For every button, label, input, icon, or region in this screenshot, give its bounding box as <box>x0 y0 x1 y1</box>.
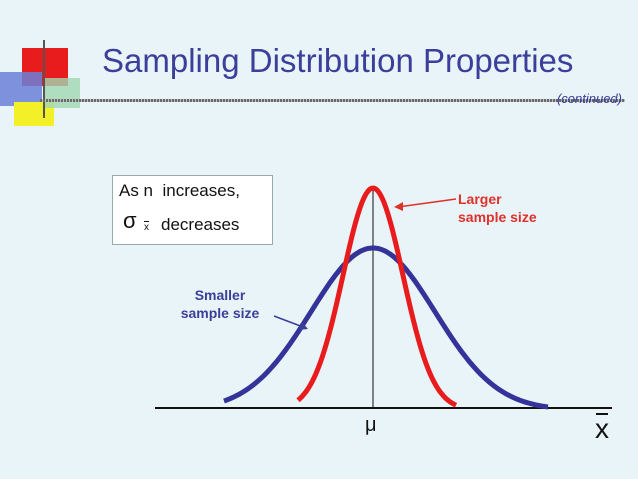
smaller-sample-curve <box>223 245 549 410</box>
larger-sample-curve <box>296 185 458 408</box>
smaller-arrowhead <box>299 322 308 330</box>
info-box: As n increases, σ x decreases <box>112 175 273 245</box>
green-square <box>44 78 80 108</box>
smaller-sample-label: Smaller sample size <box>180 287 260 321</box>
blue-square <box>0 72 42 106</box>
sigma-symbol: σ <box>123 208 137 233</box>
page-subtitle: (continued) <box>556 91 622 106</box>
mu-label: μ <box>365 414 377 436</box>
info-line-1: As n increases, <box>119 181 240 200</box>
larger-sample-label: Larger sample size <box>458 191 537 225</box>
title-rule <box>40 99 625 102</box>
larger-arrowhead <box>394 202 403 211</box>
x-axis-label: x <box>595 413 609 444</box>
smaller-arrow <box>273 315 304 328</box>
larger-arrow <box>397 198 457 208</box>
sigma-subscript: x <box>144 222 149 233</box>
info-line-2: decreases <box>161 215 240 234</box>
page-title: Sampling Distribution Properties <box>102 42 574 79</box>
